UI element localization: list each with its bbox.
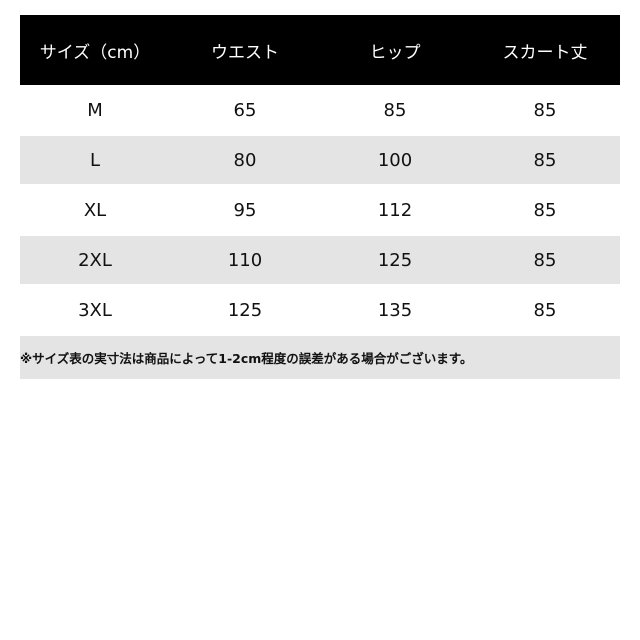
table-cell: M: [87, 99, 103, 121]
table-row: 2XL 110 125 85: [20, 235, 620, 285]
header-cell: ウエスト: [211, 42, 279, 63]
table-row: XL 95 112 85: [20, 185, 620, 235]
table-cell: 85: [533, 299, 557, 321]
table-cell: 125: [227, 299, 263, 321]
header-cell: サイズ（cm）: [39, 42, 151, 63]
table-cell: 2XL: [78, 249, 112, 271]
table-cell: 135: [377, 299, 413, 321]
size-table: サイズ（cm） ウエスト ヒップ スカート丈 M 65 85 85 L 80 100 85 XL 95 11…: [20, 15, 620, 379]
header-cell: スカート丈: [502, 42, 588, 63]
table-cell: 85: [533, 149, 557, 171]
header-row: サイズ（cm） ウエスト ヒップ スカート丈: [20, 15, 620, 85]
header-cell: ヒップ: [369, 42, 421, 63]
table-row: 3XL 125 135 85: [20, 285, 620, 335]
table-cell: 100: [377, 149, 413, 171]
table-cell: XL: [83, 199, 107, 221]
footnote: ※サイズ表の実寸法は商品によって1-2cm程度の誤差がある場合がございます。: [20, 336, 620, 379]
table-cell: 80: [233, 149, 257, 171]
table-cell: 85: [533, 199, 557, 221]
table-row: M 65 85 85: [20, 85, 620, 135]
table-cell: L: [89, 149, 101, 171]
table-cell: 125: [377, 249, 413, 271]
table-cell: 95: [233, 199, 257, 221]
table-cell: 85: [383, 99, 407, 121]
table-cell: 112: [377, 199, 413, 221]
table-cell: 110: [227, 249, 263, 271]
table-cell: 85: [533, 99, 557, 121]
table-cell: 3XL: [78, 299, 112, 321]
table-cell: 85: [533, 249, 557, 271]
table-cell: 65: [233, 99, 257, 121]
table-row: L 80 100 85: [20, 135, 620, 185]
